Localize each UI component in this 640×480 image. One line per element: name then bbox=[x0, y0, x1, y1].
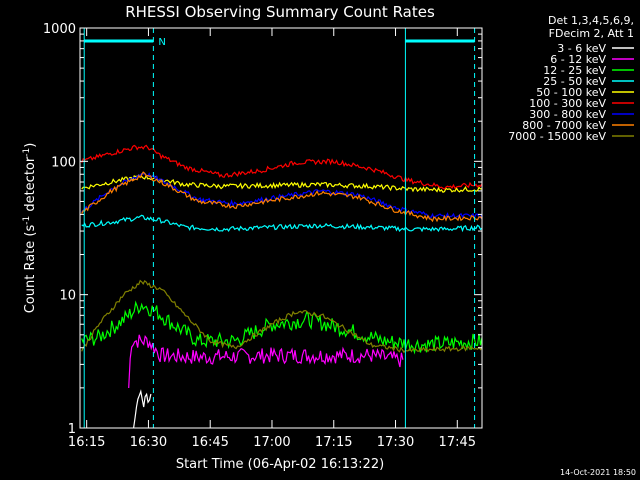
legend-header-line-2: FDecim 2, Att 1 bbox=[549, 27, 634, 40]
series-line-7 bbox=[81, 171, 482, 223]
series-line-4 bbox=[81, 174, 482, 193]
series-line-0 bbox=[133, 389, 152, 428]
x-tick-label-6: 17:45 bbox=[439, 435, 476, 450]
legend-label-8: 7000 - 15000 keV bbox=[508, 130, 606, 143]
x-tick-label-4: 17:15 bbox=[315, 435, 352, 450]
y-axis-label: Count Rate (s-1 detector-1) bbox=[22, 143, 38, 314]
y-tick-label-3: 1000 bbox=[43, 22, 76, 37]
legend-label-5: 100 - 300 keV bbox=[529, 97, 606, 110]
y-tick-label-2: 100 bbox=[51, 155, 76, 170]
footer-date: 14-Oct-2021 18:50 bbox=[560, 468, 636, 477]
series-line-8 bbox=[81, 279, 482, 354]
marker-label: N bbox=[158, 37, 165, 48]
y-tick-label-0: 1 bbox=[68, 422, 76, 437]
legend-label-6: 300 - 800 keV bbox=[529, 108, 606, 121]
x-tick-label-3: 17:00 bbox=[253, 435, 290, 450]
series-line-2 bbox=[81, 300, 482, 355]
series-line-3 bbox=[81, 214, 482, 233]
chart-title: RHESSI Observing Summary Count Rates bbox=[125, 3, 435, 21]
x-tick-label-5: 17:30 bbox=[377, 435, 414, 450]
legend-label-1: 6 - 12 keV bbox=[550, 53, 606, 66]
x-tick-label-2: 16:45 bbox=[191, 435, 228, 450]
legend-label-3: 25 - 50 keV bbox=[543, 75, 606, 88]
legend-label-4: 50 - 100 keV bbox=[536, 86, 606, 99]
x-tick-label-0: 16:15 bbox=[68, 435, 105, 450]
legend-label-2: 12 - 25 keV bbox=[543, 64, 606, 77]
series-line-6 bbox=[81, 172, 482, 220]
legend: Det 1,3,4,5,6,9, FDecim 2, Att 1 3 - 6 k… bbox=[508, 14, 634, 143]
series-line-1 bbox=[128, 334, 404, 389]
legend-label-0: 3 - 6 keV bbox=[557, 42, 606, 55]
plot-frame bbox=[79, 27, 483, 429]
x-tick-label-1: 16:30 bbox=[130, 435, 167, 450]
x-axis-label: Start Time (06-Apr-02 16:13:22) bbox=[176, 457, 384, 472]
legend-header-line-1: Det 1,3,4,5,6,9, bbox=[548, 14, 634, 27]
series-line-5 bbox=[81, 144, 482, 190]
y-tick-label-1: 10 bbox=[59, 289, 76, 304]
legend-label-7: 800 - 7000 keV bbox=[522, 119, 606, 132]
